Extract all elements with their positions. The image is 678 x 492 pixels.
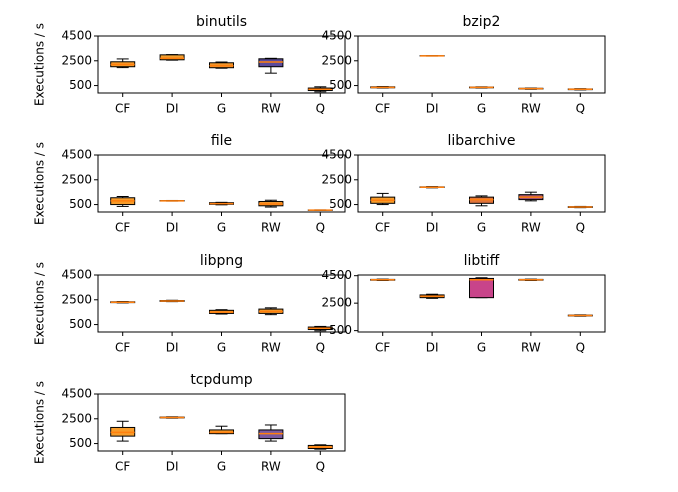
x-tick-label: G bbox=[477, 102, 486, 116]
x-tick-label: DI bbox=[166, 341, 179, 355]
y-tick-label: 4500 bbox=[321, 148, 352, 162]
x-tick-label: RW bbox=[261, 102, 281, 116]
x-tick-label: DI bbox=[166, 221, 179, 235]
x-tick-label: RW bbox=[261, 341, 281, 355]
subplot-title: bzip2 bbox=[463, 14, 501, 30]
y-axis-label: Executions / s bbox=[33, 142, 47, 225]
x-tick-label: CF bbox=[115, 460, 130, 474]
subplot-title: libtiff bbox=[464, 253, 500, 269]
x-tick-label: CF bbox=[375, 341, 390, 355]
x-tick-label: RW bbox=[261, 221, 281, 235]
x-tick-label: Q bbox=[316, 341, 325, 355]
y-axis-label: Executions / s bbox=[33, 381, 47, 464]
y-tick-label: 2500 bbox=[321, 53, 352, 67]
axes-frame bbox=[357, 154, 606, 213]
y-tick-label: 2500 bbox=[321, 172, 352, 186]
x-tick-label: G bbox=[217, 221, 226, 235]
y-axis-label: Executions / s bbox=[33, 23, 47, 106]
x-tick-label: G bbox=[217, 341, 226, 355]
y-tick-label: 500 bbox=[69, 436, 92, 450]
x-tick-label: DI bbox=[426, 102, 439, 116]
x-tick-label: CF bbox=[375, 221, 390, 235]
y-tick-label: 2500 bbox=[61, 172, 92, 186]
x-tick-label: CF bbox=[115, 341, 130, 355]
box bbox=[159, 54, 185, 61]
y-tick-label: 4500 bbox=[321, 29, 352, 43]
y-tick-label: 2500 bbox=[321, 296, 352, 310]
y-tick-label: 500 bbox=[69, 78, 92, 92]
axes-frame bbox=[97, 274, 346, 333]
x-tick-label: RW bbox=[261, 460, 281, 474]
x-tick-label: CF bbox=[115, 102, 130, 116]
subplot-title: tcpdump bbox=[190, 372, 252, 388]
x-tick-label: RW bbox=[521, 102, 541, 116]
y-tick-label: 500 bbox=[69, 197, 92, 211]
y-tick-label: 500 bbox=[69, 317, 92, 331]
y-tick-label: 4500 bbox=[61, 148, 92, 162]
axes-frame bbox=[357, 274, 606, 333]
y-tick-label: 500 bbox=[329, 197, 352, 211]
y-tick-label: 4500 bbox=[321, 268, 352, 282]
x-tick-label: CF bbox=[115, 221, 130, 235]
x-tick-label: RW bbox=[521, 341, 541, 355]
y-tick-label: 500 bbox=[329, 78, 352, 92]
x-tick-label: RW bbox=[521, 221, 541, 235]
box bbox=[469, 277, 494, 299]
y-tick-label: 4500 bbox=[61, 268, 92, 282]
axes-frame bbox=[357, 35, 606, 94]
x-tick-label: Q bbox=[576, 341, 585, 355]
x-tick-label: DI bbox=[166, 102, 179, 116]
axes-frame bbox=[97, 154, 346, 213]
x-tick-label: G bbox=[477, 221, 486, 235]
y-tick-label: 4500 bbox=[61, 387, 92, 401]
x-tick-label: DI bbox=[166, 460, 179, 474]
y-tick-label: 2500 bbox=[61, 53, 92, 67]
x-tick-label: Q bbox=[576, 221, 585, 235]
y-tick-label: 4500 bbox=[61, 29, 92, 43]
x-tick-label: Q bbox=[316, 460, 325, 474]
y-axis-label: Executions / s bbox=[33, 262, 47, 345]
subplot-title: libarchive bbox=[447, 133, 515, 149]
subplot-title: binutils bbox=[196, 14, 247, 30]
x-tick-label: Q bbox=[576, 102, 585, 116]
axes-frame bbox=[97, 393, 346, 452]
subplot-title: libpng bbox=[200, 253, 243, 269]
y-tick-label: 500 bbox=[329, 323, 352, 337]
x-tick-label: G bbox=[217, 460, 226, 474]
x-tick-label: Q bbox=[316, 102, 325, 116]
x-tick-label: DI bbox=[426, 341, 439, 355]
x-tick-label: Q bbox=[316, 221, 325, 235]
axes-frame bbox=[97, 35, 346, 94]
x-tick-label: DI bbox=[426, 221, 439, 235]
y-tick-label: 2500 bbox=[61, 411, 92, 425]
x-tick-label: G bbox=[217, 102, 226, 116]
x-tick-label: G bbox=[477, 341, 486, 355]
y-tick-label: 2500 bbox=[61, 292, 92, 306]
subplot-title: file bbox=[211, 133, 232, 149]
x-tick-label: CF bbox=[375, 102, 390, 116]
